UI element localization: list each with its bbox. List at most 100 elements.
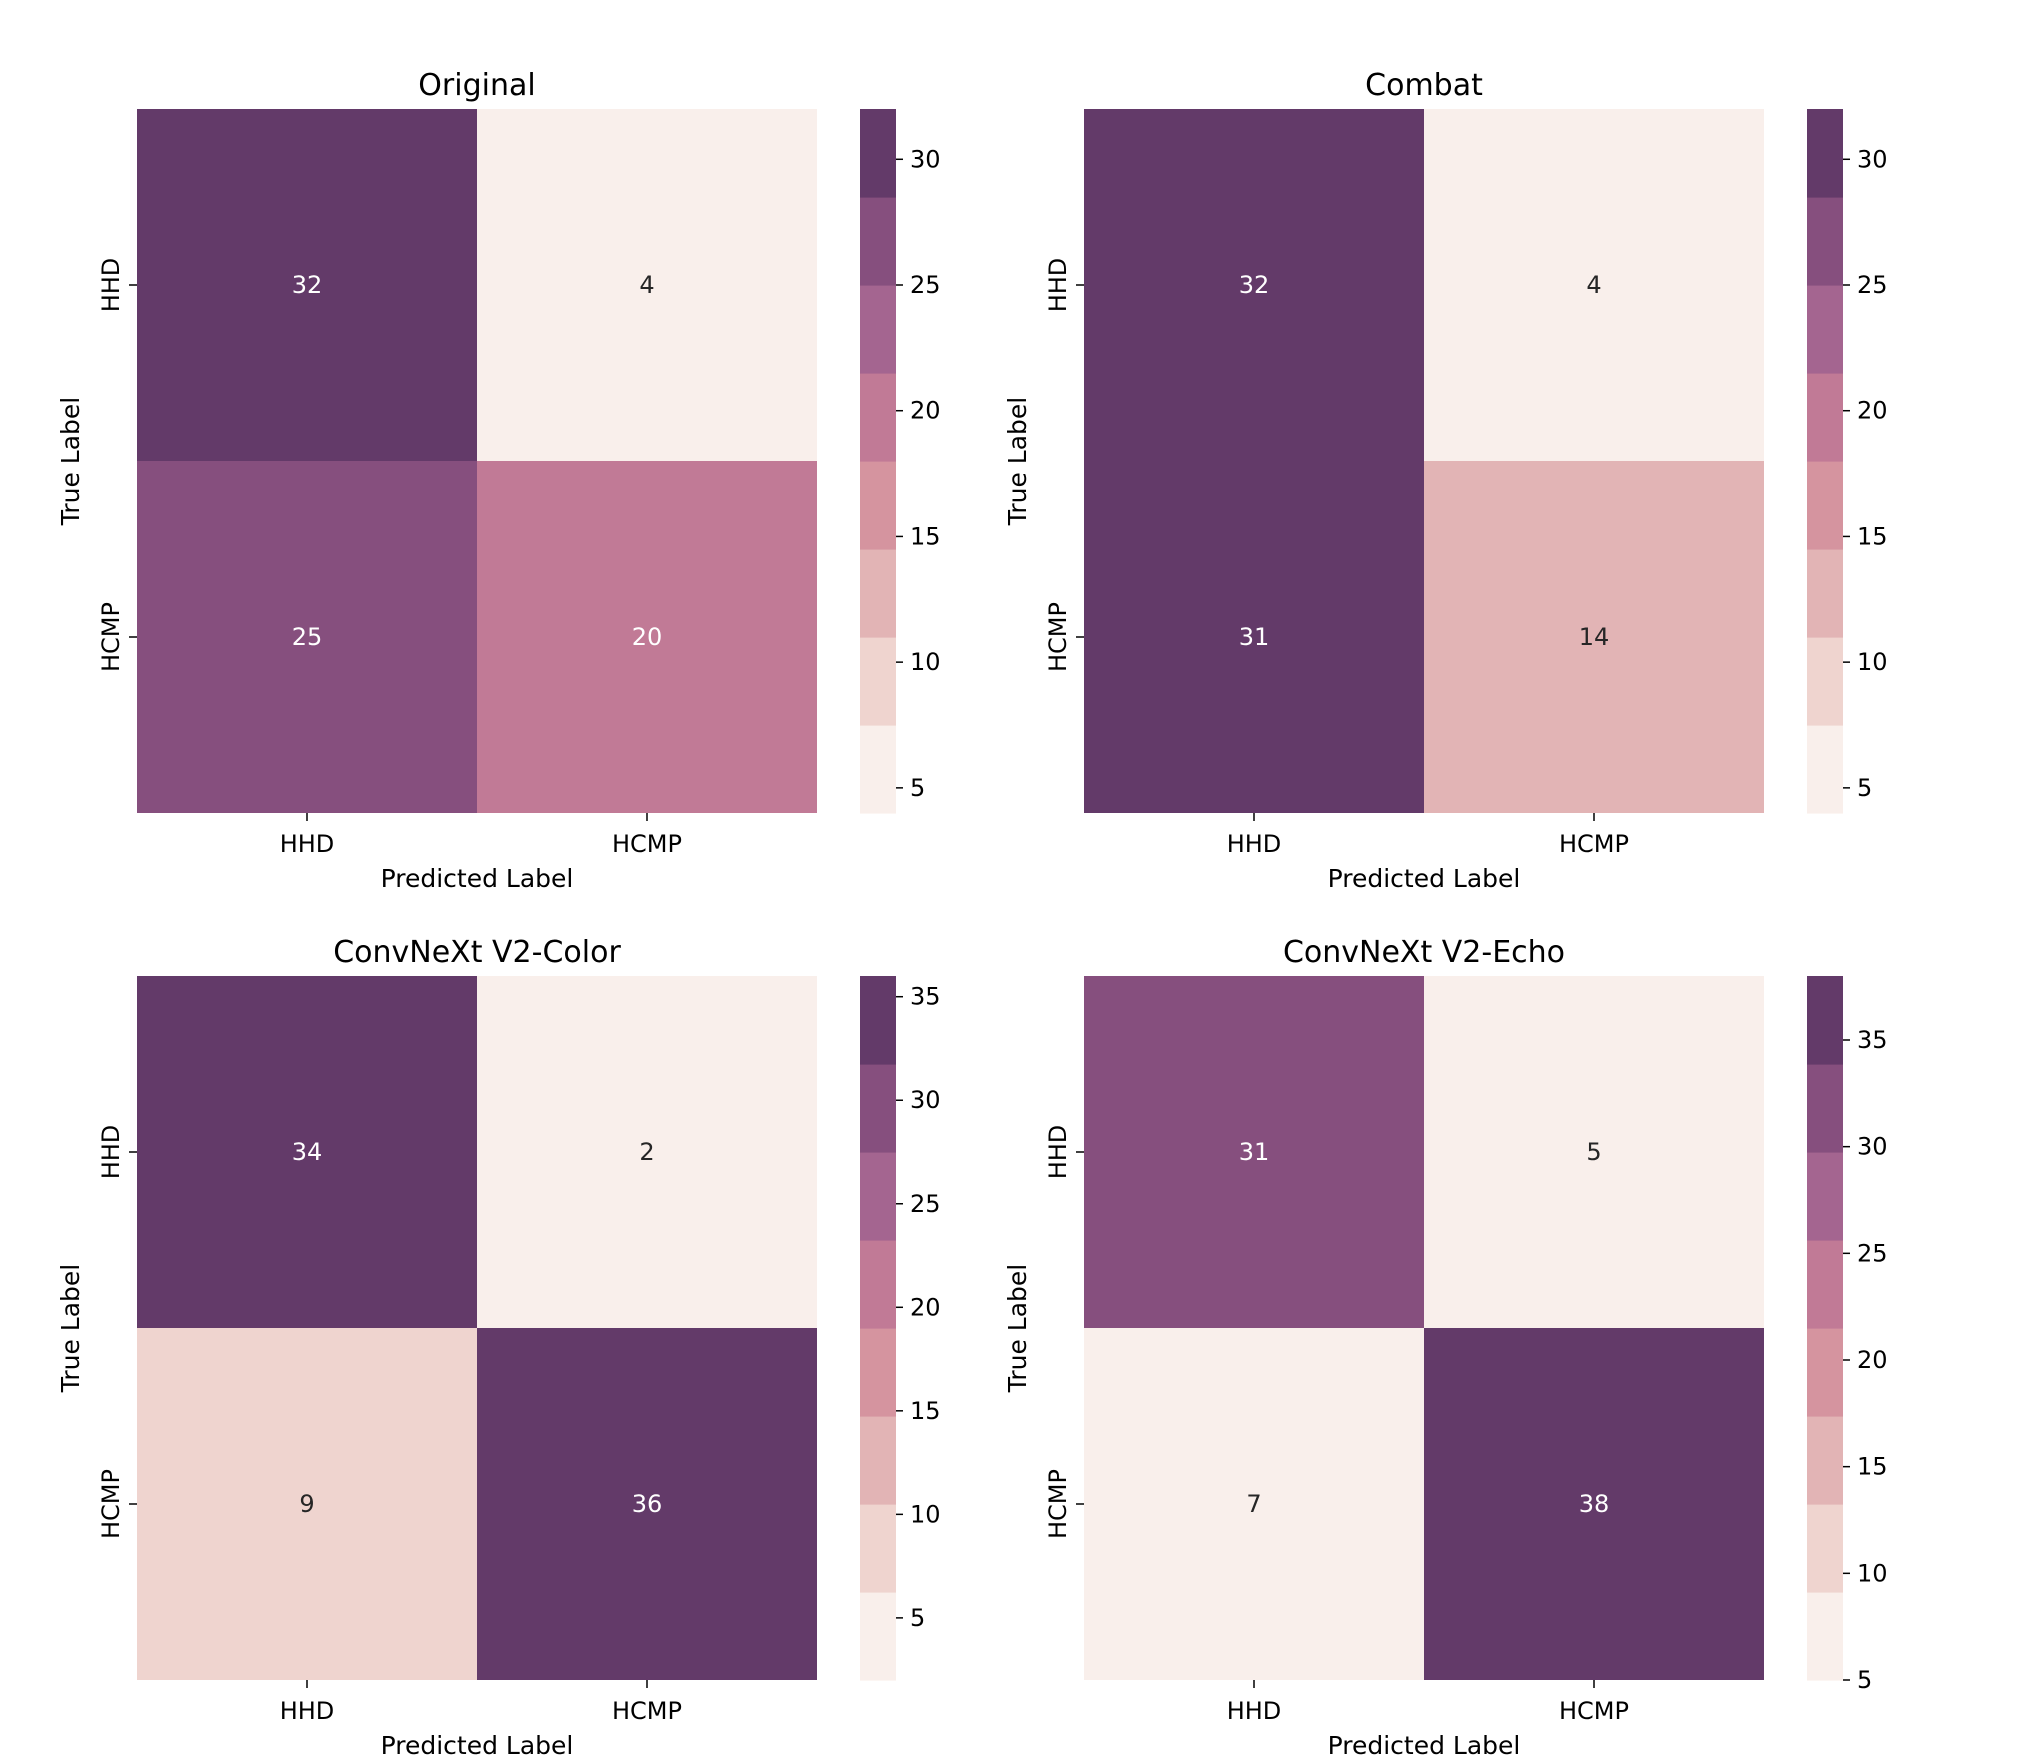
colorbar-tick-label: 35 (1857, 1026, 1888, 1054)
colorbar-tick-label: 30 (910, 1086, 941, 1114)
colorbar-tick-label: 15 (910, 1397, 941, 1425)
colorbar-tick-label: 10 (1857, 1559, 1888, 1587)
colorbar-segment (1807, 976, 1843, 1065)
heatmap-cell (1084, 1328, 1424, 1680)
chart-title: ConvNeXt V2-Color (333, 935, 621, 970)
colorbar-segment (860, 1152, 896, 1241)
x-tick-label: HCMP (1559, 1697, 1629, 1725)
heatmap-cell (137, 1328, 477, 1680)
colorbar-tick-label: 10 (910, 648, 941, 676)
colorbar-tick-label: 15 (1857, 1453, 1888, 1481)
cell-value-label: 36 (632, 1490, 663, 1518)
heatmap-cells: 31 5 7 38 (1084, 976, 1764, 1680)
colorbar-segment (860, 637, 896, 726)
heatmap-cell (1424, 461, 1764, 813)
y-axis-label: True Label (56, 397, 85, 527)
x-tick-label: HHD (1227, 1697, 1282, 1725)
colorbar-segment (860, 373, 896, 462)
heatmap-cell (1084, 461, 1424, 813)
chart-title: ConvNeXt V2-Echo (1283, 935, 1565, 970)
y-tick-label: HHD (1044, 258, 1072, 313)
colorbar-tick-label: 5 (910, 774, 925, 802)
heatmap-cell (477, 1328, 817, 1680)
cell-value-label: 32 (1239, 271, 1270, 299)
x-axis-label: Predicted Label (1328, 864, 1521, 893)
cell-value-label: 20 (632, 623, 663, 651)
colorbar-segment (1807, 1504, 1843, 1593)
cell-value-label: 7 (1246, 1490, 1261, 1518)
colorbar-tick-label: 20 (910, 397, 941, 425)
colorbar-segment (1807, 197, 1843, 286)
colorbar-tick-label: 20 (1857, 397, 1888, 425)
colorbar-segment (860, 549, 896, 638)
colorbar-segment (1807, 1064, 1843, 1153)
heatmap-cell (477, 461, 817, 813)
cell-value-label: 31 (1239, 1138, 1270, 1166)
heatmap-cells: 32 4 25 20 (137, 109, 817, 813)
cell-value-label: 34 (292, 1138, 323, 1166)
colorbar-tick-label: 20 (910, 1293, 941, 1321)
colorbar-tick-label: 35 (910, 983, 941, 1011)
y-tick-label: HHD (97, 258, 125, 313)
y-tick-label: HCMP (1044, 602, 1072, 672)
colorbar-tick-label: 25 (1857, 1239, 1888, 1267)
colorbar-segment (860, 725, 896, 814)
colorbar-segment (860, 976, 896, 1065)
heatmap-cell (1424, 1328, 1764, 1680)
colorbar-tick-label: 25 (1857, 271, 1888, 299)
x-axis-label: Predicted Label (381, 1731, 574, 1760)
colorbar: 5 10 15 20 25 30 35 (860, 976, 941, 1681)
colorbar-tick-label: 10 (1857, 648, 1888, 676)
heatmap-panel: ConvNeXt V2-Color 34 2 9 36 HHD HCMP HHD HCMP Pre… (56, 935, 941, 1760)
cell-value-label: 25 (292, 623, 323, 651)
cell-value-label: 9 (299, 1490, 314, 1518)
y-tick-label: HCMP (97, 602, 125, 672)
colorbar-tick-label: 25 (910, 271, 941, 299)
colorbar-segment (860, 285, 896, 374)
y-axis-label: True Label (1003, 397, 1032, 527)
x-tick-label: HHD (1227, 830, 1282, 858)
colorbar-segment (1807, 549, 1843, 638)
y-axis-label: True Label (56, 1264, 85, 1394)
cell-value-label: 2 (639, 1138, 654, 1166)
colorbar-segment (1807, 1328, 1843, 1417)
colorbar-segment (860, 1328, 896, 1417)
x-tick-label: HCMP (1559, 830, 1629, 858)
colorbar-tick-label: 5 (1857, 1666, 1872, 1694)
heatmap-cell (477, 976, 817, 1328)
heatmap-cell (1084, 109, 1424, 461)
chart-title: Original (418, 68, 535, 103)
colorbar-segment (860, 109, 896, 198)
heatmap-cell (1424, 109, 1764, 461)
cell-value-label: 31 (1239, 623, 1270, 651)
heatmap-cell (137, 976, 477, 1328)
heatmap-cells: 32 4 31 14 (1084, 109, 1764, 813)
colorbar: 5 10 15 20 25 30 35 (1807, 976, 1888, 1694)
x-tick-label: HCMP (612, 830, 682, 858)
colorbar-tick-label: 5 (1857, 774, 1872, 802)
heatmap-cell (477, 109, 817, 461)
cell-value-label: 32 (292, 271, 323, 299)
x-tick-label: HHD (280, 1697, 335, 1725)
colorbar-segment (860, 1064, 896, 1153)
colorbar-segment (860, 1504, 896, 1593)
cell-value-label: 4 (639, 271, 654, 299)
cell-value-label: 5 (1586, 1138, 1601, 1166)
chart-title: Combat (1365, 68, 1483, 103)
heatmap-cells: 34 2 9 36 (137, 976, 817, 1680)
heatmap-cell (137, 109, 477, 461)
colorbar-segment (1807, 285, 1843, 374)
heatmap-cell (137, 461, 477, 813)
colorbar-tick-label: 25 (910, 1190, 941, 1218)
heatmap-panel: ConvNeXt V2-Echo 31 5 7 38 HHD HCMP HHD HCMP Pred… (1003, 935, 1888, 1760)
colorbar-tick-label: 15 (910, 522, 941, 550)
cell-value-label: 38 (1579, 1490, 1610, 1518)
y-tick-label: HCMP (1044, 1469, 1072, 1539)
colorbar-tick-label: 30 (1857, 1133, 1888, 1161)
colorbar-segment (1807, 1152, 1843, 1241)
colorbar-segment (860, 197, 896, 286)
cell-value-label: 14 (1579, 623, 1610, 651)
y-tick-label: HHD (1044, 1125, 1072, 1180)
colorbar-segment (1807, 373, 1843, 462)
